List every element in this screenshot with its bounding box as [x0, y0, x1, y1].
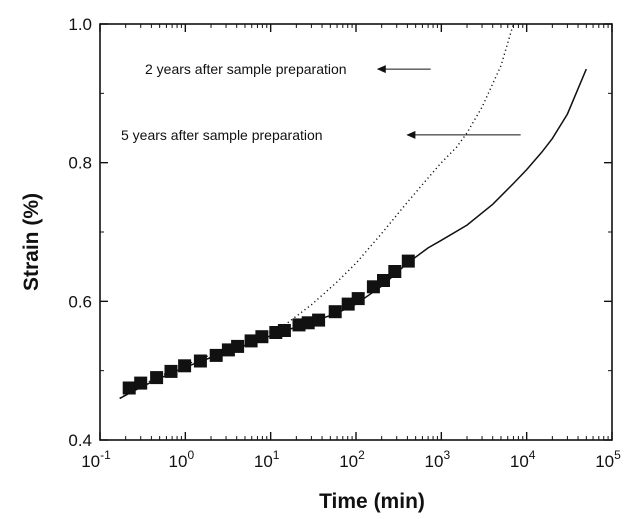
data-point-square: [193, 354, 207, 368]
annotation-text: 2 years after sample preparation: [145, 61, 347, 77]
data-point-square: [244, 334, 258, 348]
data-point-square: [122, 381, 136, 395]
data-point-square: [134, 376, 148, 390]
y-axis-title: Strain (%): [20, 193, 43, 291]
axes-layer: 10-1 100 101 102 103 104 105 0.4 0.6 0.8 1.0: [68, 15, 621, 471]
x-tick-label: 10-1: [81, 448, 111, 471]
data-point-square: [388, 265, 402, 278]
x-tick-label: 100: [169, 448, 195, 471]
x-tick-label: 104: [510, 448, 536, 471]
series-layer: [119, 24, 587, 400]
annotation-text: 5 years after sample preparation: [121, 127, 323, 143]
data-point-square: [401, 254, 415, 268]
dotted-curve-line: [119, 24, 515, 400]
data-point-square: [328, 305, 342, 319]
x-axis-title: Time (min): [319, 490, 425, 513]
data-point-square: [164, 364, 178, 378]
y-tick-label: 0.4: [68, 431, 92, 450]
data-point-square: [178, 359, 192, 373]
data-point-square: [277, 324, 291, 337]
data-point-square: [255, 330, 269, 344]
solid-curve-line: [119, 68, 587, 400]
y-tick-label: 0.6: [68, 292, 92, 311]
data-point-square: [377, 274, 390, 287]
data-point-square: [312, 313, 326, 327]
x-tick-label: 105: [595, 448, 621, 471]
data-point-square: [366, 280, 380, 294]
data-point-square: [351, 292, 365, 306]
y-tick-label: 1.0: [68, 15, 92, 34]
x-tick-label: 103: [425, 448, 451, 471]
data-point-square: [301, 316, 315, 330]
data-point-square: [209, 348, 223, 362]
data-point-square: [231, 339, 245, 353]
data-point-square: [341, 297, 355, 311]
data-point-square: [150, 371, 164, 385]
y-tick-label: 0.8: [68, 154, 92, 173]
x-tick-label: 101: [254, 448, 280, 471]
x-tick-label: 102: [339, 448, 365, 471]
annotation-layer: 2 years after sample preparation 5 years …: [121, 61, 521, 143]
